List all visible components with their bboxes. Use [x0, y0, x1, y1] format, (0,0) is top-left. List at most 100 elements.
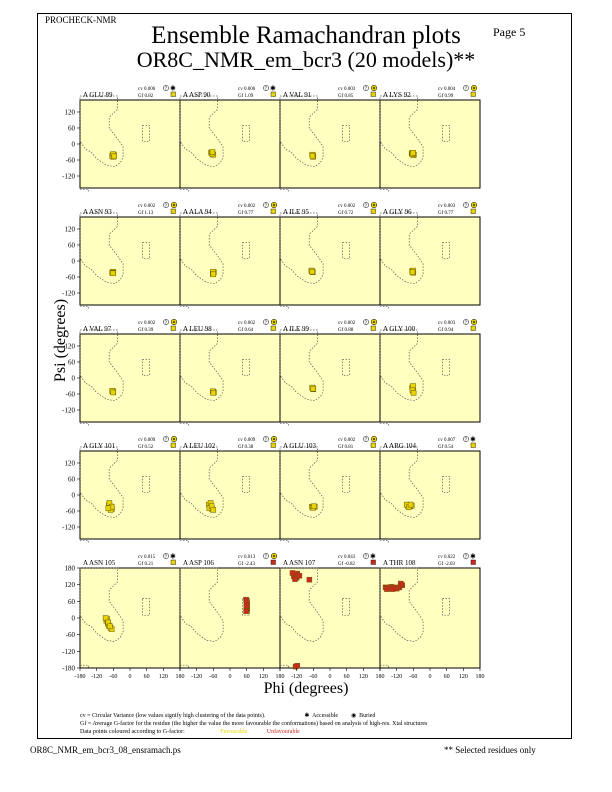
gf-value: Gf 0.77	[238, 211, 254, 216]
legend-colour-text: Data points coloured according to G-fact…	[80, 729, 185, 735]
help-icon	[163, 202, 169, 208]
legend-cv-text: cv = Circular Variance (low values signi…	[80, 713, 266, 719]
gfactor-swatch	[170, 208, 176, 214]
gf-value: Gf 0.38	[238, 445, 254, 450]
x-tick-label: -120	[91, 674, 102, 680]
gfactor-swatch	[470, 559, 476, 565]
allowed-region-corner	[380, 664, 389, 668]
help-icon-glyph: ?	[165, 554, 168, 559]
legend-favourable: Favourable	[220, 729, 248, 735]
panel-a-glu-89: A GLU 89 cv 0.006 Gf 0.82? ✱	[79, 85, 181, 192]
allowed-region-corner	[380, 539, 389, 543]
help-icon	[363, 319, 369, 325]
footer-filename: OR8C_NMR_em_bcr3_08_ensramach.ps	[30, 745, 181, 755]
legend-accessible: Accessible	[312, 713, 339, 719]
panel-background	[379, 333, 481, 423]
help-icon	[363, 436, 369, 442]
x-tick-label: -120	[391, 674, 402, 680]
help-icon-glyph: ?	[165, 203, 168, 208]
buried-icon-dot	[473, 87, 475, 89]
cv-value: cv 0.002	[238, 204, 256, 209]
panel-a-leu-98: A LEU 98 cv 0.002 Gf 0.64?	[179, 318, 281, 426]
help-icon-glyph: ?	[365, 203, 368, 208]
panel-a-gly-101: A GLY 101 cv 0.009 Gf 0.52?	[79, 435, 181, 543]
allowed-region-corner	[80, 539, 89, 543]
data-point	[407, 501, 414, 508]
y-tick-label: -60	[66, 157, 76, 165]
panel-background	[379, 567, 481, 669]
x-tick-label: 60	[244, 674, 250, 680]
y-tick-label: -60	[66, 631, 76, 639]
panel-background	[279, 567, 381, 669]
x-tick-label: 60	[144, 674, 150, 680]
cv-value: cv 0.003	[338, 87, 356, 92]
help-icon	[263, 85, 269, 91]
allowed-region-corner	[380, 188, 389, 192]
gf-value: Gf 0.77	[438, 211, 454, 216]
help-icon	[363, 85, 369, 91]
page-number: Page 5	[493, 25, 526, 39]
x-tick-label: -120	[291, 674, 302, 680]
x-tick-label: -120	[191, 674, 202, 680]
x-tick-label: 120	[159, 674, 168, 680]
data-point	[309, 268, 315, 275]
x-tick-label: -180	[75, 674, 86, 680]
allowed-region-corner	[280, 422, 289, 426]
help-icon-glyph: ?	[465, 203, 468, 208]
data-point	[210, 390, 217, 396]
data-point	[384, 586, 390, 592]
help-icon-glyph: ?	[265, 320, 268, 325]
y-tick-label: 60	[68, 359, 76, 367]
legend-unfavourable: Unfavourable	[266, 729, 300, 735]
panel-a-asn-105: A ASN 105 cv 0.015 Gf 0.21? ✱	[79, 553, 181, 669]
help-icon	[163, 85, 169, 91]
y-tick-label: 0	[72, 375, 76, 383]
y-tick-label: -60	[66, 274, 76, 282]
panel-a-lys-92: A LYS 92 cv 0.004 Gf 0.99?	[379, 84, 481, 192]
legend-line-3: Data points coloured according to G-fact…	[80, 728, 550, 736]
residue-label: A ASN 93	[83, 208, 112, 216]
allowed-region-corner	[280, 305, 289, 309]
buried-icon-dot	[273, 438, 275, 440]
cv-value: cv 0.043	[338, 555, 356, 560]
accessible-icon: ✱	[270, 85, 276, 93]
x-tick-label: 180	[476, 674, 485, 680]
page-subtitle: OR8C_NMR_em_bcr3 (20 models)**	[136, 47, 476, 72]
x-tick-label: 60	[444, 674, 450, 680]
footer-note: ** Selected residues only	[444, 745, 536, 755]
residue-label: A ASP 90	[183, 91, 211, 99]
x-tick-label: 180	[276, 674, 285, 680]
y-tick-label: 120	[65, 581, 76, 589]
accessible-icon: ✱	[470, 436, 476, 444]
x-tick-label: -60	[409, 674, 417, 680]
allowed-region-corner	[180, 422, 189, 426]
data-point	[111, 153, 117, 160]
gf-value: Gf 0.82	[138, 94, 154, 99]
panel-background	[179, 450, 281, 540]
panel-background	[179, 567, 281, 669]
allowed-region-corner	[280, 539, 289, 543]
accessible-icon: ✱	[370, 553, 376, 561]
panel-a-asn-107: A ASN 107 cv 0.043 Gf -0.82? ✱	[279, 553, 381, 670]
y-tick-label: 0	[72, 492, 76, 500]
help-icon-glyph: ?	[165, 320, 168, 325]
allowed-region	[379, 567, 424, 642]
program-name: PROCHECK-NMR	[45, 15, 117, 25]
help-icon	[463, 319, 469, 325]
data-point	[209, 149, 216, 155]
gfactor-swatch	[270, 91, 276, 97]
help-icon	[163, 319, 169, 325]
buried-icon: ◉	[350, 713, 357, 719]
help-icon-glyph: ?	[265, 437, 268, 442]
help-icon-glyph: ?	[365, 554, 368, 559]
allowed-region-corner	[180, 664, 189, 668]
data-point	[296, 573, 303, 579]
residue-label: A LEU 102	[183, 442, 216, 450]
allowed-region-corner	[80, 422, 89, 426]
buried-icon-dot	[473, 204, 475, 206]
data-point	[310, 385, 316, 392]
help-icon	[463, 85, 469, 91]
allowed-region-corner	[280, 188, 289, 192]
gfactor-swatch	[370, 559, 376, 565]
